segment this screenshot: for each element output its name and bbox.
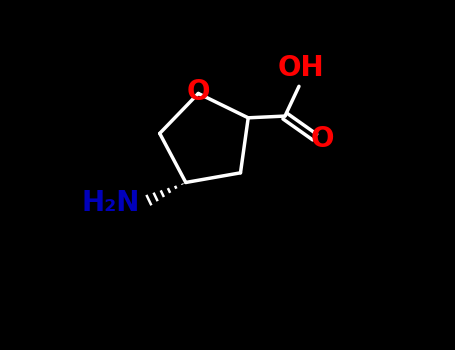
Text: O: O [311,125,334,153]
Text: O: O [187,78,210,106]
Text: H₂N: H₂N [82,189,140,217]
Text: OH: OH [278,54,324,82]
